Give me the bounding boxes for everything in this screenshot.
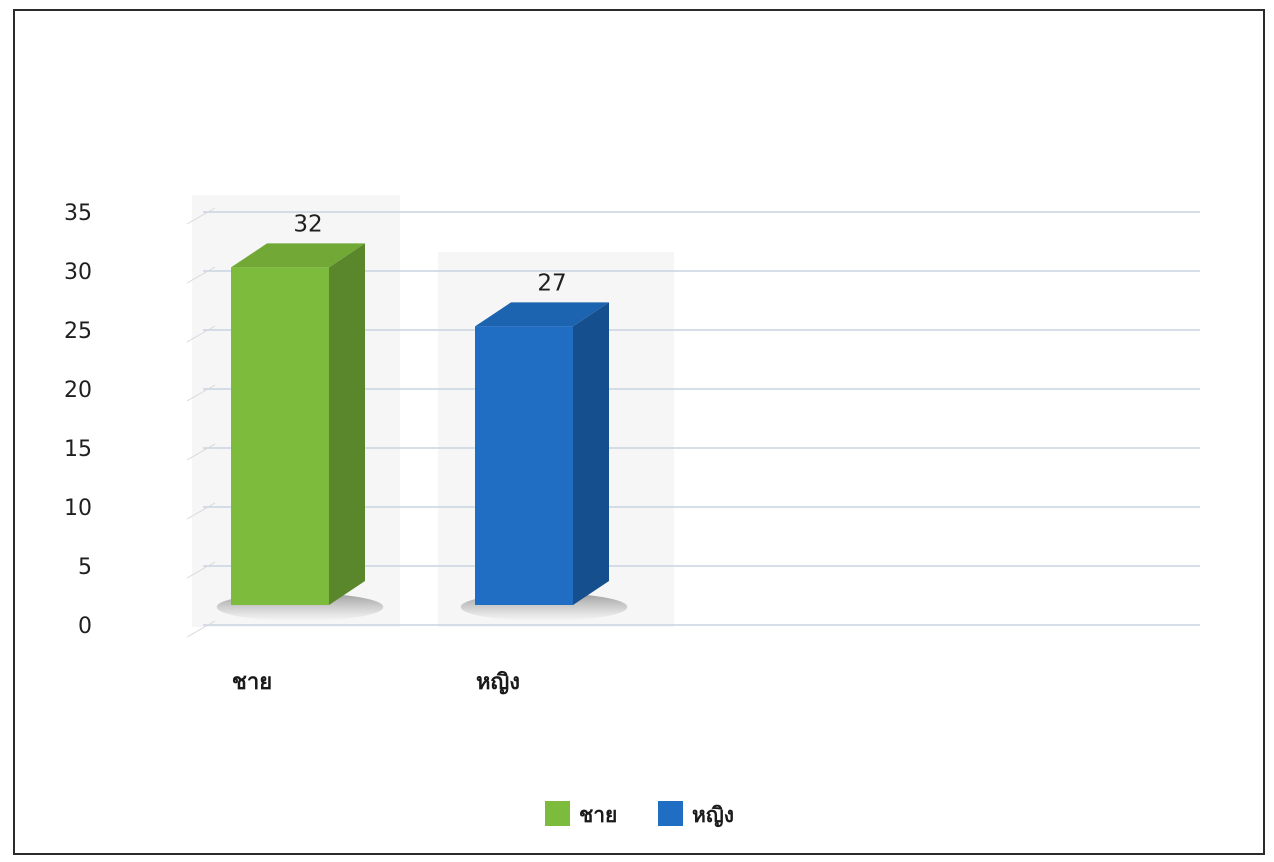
y-tick-label: 20: [64, 378, 92, 403]
legend-swatch: [658, 801, 683, 826]
bar: 27: [460, 270, 628, 621]
y-tick-label: 0: [78, 614, 92, 639]
x-tick-label: หญิง: [476, 670, 520, 695]
y-tick-label: 30: [64, 260, 92, 285]
gridline-side: [186, 266, 216, 284]
bars: 32 27: [216, 211, 628, 621]
bar-side: [329, 243, 365, 605]
bar-top: [231, 243, 365, 268]
data-label: 27: [537, 270, 566, 296]
bar-side: [573, 302, 609, 605]
legend-label: หญิง: [692, 803, 734, 828]
x-tick-label: ชาย: [232, 670, 272, 695]
bar-top: [475, 302, 609, 327]
gridline-side: [186, 207, 216, 225]
bar-front: [475, 326, 573, 605]
bar-front: [231, 267, 329, 605]
legend: ชาย หญิง: [545, 801, 734, 828]
gridline-side: [186, 384, 216, 402]
gridline-side: [186, 620, 216, 638]
chart-frame: [13, 9, 1265, 855]
bar: 32: [216, 211, 384, 621]
y-tick-label: 10: [64, 496, 92, 521]
y-tick-label: 5: [78, 555, 92, 580]
x-axis-labels: ชาย หญิง: [232, 670, 520, 695]
gridline-side: [186, 502, 216, 520]
gridline-side: [186, 561, 216, 579]
y-axis-ticks: 0 5 10 15 20 25 30 35: [64, 201, 92, 639]
data-label: 32: [293, 211, 322, 237]
y-tick-label: 15: [64, 437, 92, 462]
legend-item: หญิง: [658, 801, 734, 828]
y-tick-label: 25: [64, 319, 92, 344]
legend-swatch: [545, 801, 570, 826]
gridline-side: [186, 325, 216, 343]
gridline-side: [186, 443, 216, 461]
legend-label: ชาย: [579, 803, 617, 827]
y-tick-label: 35: [64, 201, 92, 226]
gridlines: [186, 207, 1200, 638]
legend-item: ชาย: [545, 801, 617, 827]
